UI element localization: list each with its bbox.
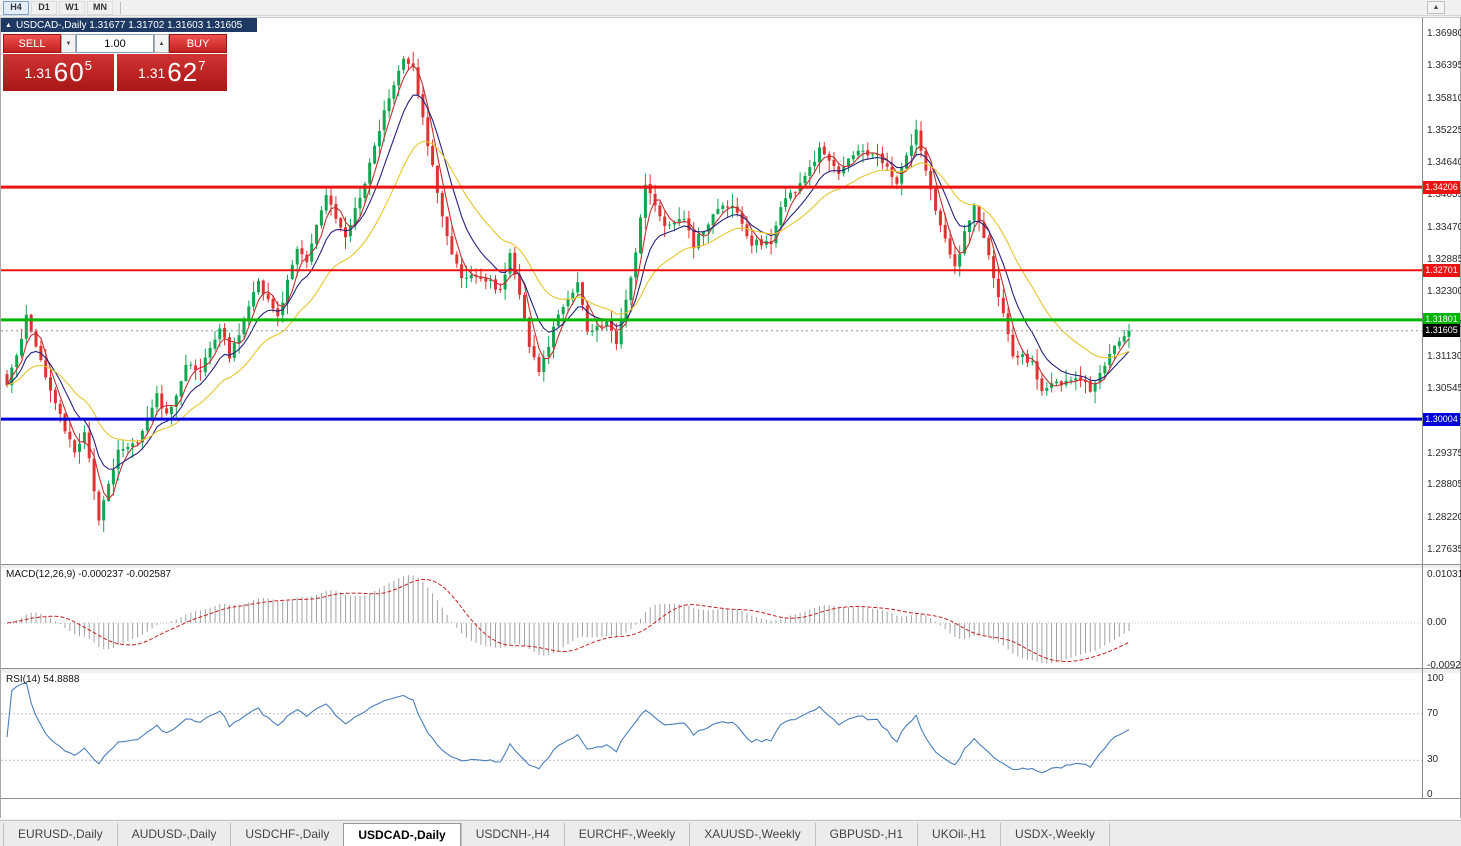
rsi-axis-label: 100 <box>1427 673 1444 684</box>
price-axis-label: 1.30545 <box>1427 383 1461 394</box>
ma-line-slow <box>6 140 1130 442</box>
chart-window: ▲ USDCAD-,Daily 1.31677 1.31702 1.31603 … <box>0 17 1461 819</box>
timeframe-toolbar: H4 D1 W1 MN ▲ <box>0 0 1461 16</box>
timeframe-d1-button[interactable]: D1 <box>31 0 57 15</box>
volume-decrease-button[interactable]: ▼ <box>61 34 76 53</box>
rsi-axis-label: 0 <box>1427 789 1433 800</box>
level-price-tag: 1.32701 <box>1423 264 1460 277</box>
macd-axis-label: -0.009203 <box>1427 660 1461 671</box>
chart-tab-bar: EURUSD-,Daily AUDUSD-,Daily USDCHF-,Daily U… <box>0 820 1461 846</box>
buy-price-display[interactable]: 1.31 62 7 <box>116 54 227 91</box>
macd-histogram <box>11 575 1130 664</box>
price-axis-label: 1.32885 <box>1427 254 1461 265</box>
sell-price-prefix: 1.31 <box>24 64 52 81</box>
ma-line-medium <box>6 94 1130 470</box>
candles-up-wicks <box>11 55 1130 532</box>
timeframe-w1-button[interactable]: W1 <box>59 0 85 15</box>
timeframe-h4-button[interactable]: H4 <box>3 0 29 15</box>
price-axis-label: 1.28805 <box>1427 479 1461 490</box>
price-axis-border <box>1422 18 1423 798</box>
buy-price-point: 7 <box>198 58 206 73</box>
candles-down-bodies <box>5 58 1092 521</box>
candles-down-wicks <box>6 51 1091 526</box>
sell-button[interactable]: SELL <box>3 34 61 53</box>
chart-tab-audusd[interactable]: AUDUSD-,Daily <box>116 823 231 846</box>
chart-tab-usdchf[interactable]: USDCHF-,Daily <box>230 823 343 846</box>
rsi-indicator-label: RSI(14) 54.8888 <box>6 674 80 685</box>
rsi-panel-canvas[interactable] <box>1 673 1422 798</box>
buy-price-pips: 62 <box>167 57 199 87</box>
sell-price-display[interactable]: 1.31 60 5 <box>3 54 114 91</box>
macd-signal-line <box>6 578 1130 663</box>
price-axis-label: 1.27635 <box>1427 544 1461 555</box>
buy-price-prefix: 1.31 <box>138 64 166 81</box>
level-price-tag: 1.31801 <box>1423 313 1460 326</box>
price-axis-label: 1.33470 <box>1427 222 1461 233</box>
price-axis-label: 1.36395 <box>1427 60 1461 71</box>
ma-line-fast <box>6 64 1130 500</box>
chart-tab-eurusd[interactable]: EURUSD-,Daily <box>3 823 117 846</box>
chart-tab-usdx[interactable]: USDX-,Weekly <box>1000 823 1110 846</box>
rsi-axis-label: 30 <box>1427 754 1439 765</box>
timeframe-mn-button[interactable]: MN <box>87 0 113 15</box>
price-chart-canvas[interactable] <box>1 18 1422 564</box>
chart-title-bar: ▲ USDCAD-,Daily 1.31677 1.31702 1.31603 … <box>1 18 257 32</box>
price-axis-label: 1.29375 <box>1427 448 1461 459</box>
price-axis-label: 1.28220 <box>1427 512 1461 523</box>
panel-splitter[interactable] <box>1 564 1460 568</box>
price-axis-label: 1.35810 <box>1427 93 1461 104</box>
current-price-tag: 1.31605 <box>1423 324 1460 337</box>
chart-tab-xauusd[interactable]: XAUUSD-,Weekly <box>689 823 814 846</box>
sell-price-pips: 60 <box>53 57 85 87</box>
rsi-axis-label: 70 <box>1427 708 1439 719</box>
macd-axis-label: 0.010311 <box>1427 569 1461 580</box>
toolbar-divider <box>120 1 121 14</box>
price-axis-label: 1.35225 <box>1427 125 1461 136</box>
chart-tab-gbpusd[interactable]: GBPUSD-,H1 <box>814 823 917 846</box>
rsi-line <box>6 681 1130 774</box>
level-price-tag: 1.30004 <box>1423 413 1460 426</box>
macd-panel-canvas[interactable] <box>1 568 1422 670</box>
chart-ohlc-label: USDCAD-,Daily 1.31677 1.31702 1.31603 1.… <box>15 19 243 31</box>
panel-splitter[interactable] <box>1 668 1460 673</box>
chart-tab-usdcad[interactable]: USDCAD-,Daily <box>343 823 461 846</box>
sell-price-point: 5 <box>84 58 92 73</box>
chart-tab-usdcnh[interactable]: USDCNH-,H4 <box>460 823 564 846</box>
price-axis-label: 1.32300 <box>1427 286 1461 297</box>
chart-tab-eurchf[interactable]: EURCHF-,Weekly <box>563 823 689 846</box>
one-click-collapse-icon[interactable]: ▲ <box>5 21 12 29</box>
price-axis-label: 1.31130 <box>1427 351 1461 362</box>
level-price-tag: 1.34206 <box>1423 181 1460 194</box>
price-axis-label: 1.34640 <box>1427 157 1461 168</box>
candles-up-bodies <box>10 58 1131 521</box>
chart-tab-ukoil[interactable]: UKOil-,H1 <box>917 823 1000 846</box>
macd-indicator-label: MACD(12,26,9) -0.000237 -0.002587 <box>6 569 172 580</box>
price-axis-label: 1.36980 <box>1427 28 1461 39</box>
volume-input[interactable] <box>76 34 154 53</box>
date-axis: 3 Sep 201821 Sep 201810 Oct 201829 Oct 2… <box>1 798 1460 819</box>
macd-axis-label: 0.00 <box>1427 617 1447 628</box>
volume-increase-button[interactable]: ▲ <box>154 34 169 53</box>
toolbar-scroll-up-button[interactable]: ▲ <box>1427 1 1445 14</box>
buy-button[interactable]: BUY <box>169 34 227 53</box>
price-axis-label: 1.34055 <box>1427 189 1461 200</box>
